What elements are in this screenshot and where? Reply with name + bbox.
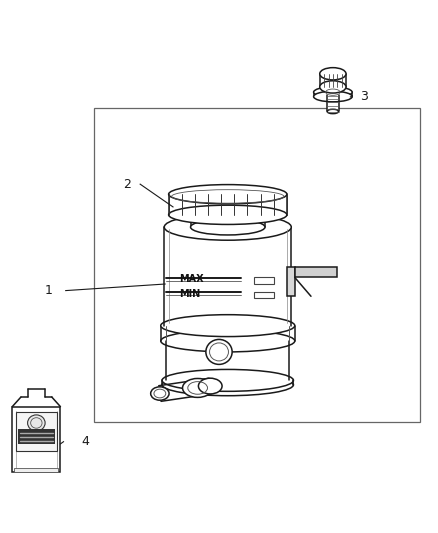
Ellipse shape — [191, 207, 265, 223]
Ellipse shape — [161, 330, 295, 352]
Ellipse shape — [28, 415, 45, 431]
Text: MIN: MIN — [180, 289, 201, 298]
Polygon shape — [295, 266, 337, 278]
Bar — [320, 74, 346, 87]
Ellipse shape — [198, 378, 222, 394]
Bar — [18, 429, 55, 444]
Ellipse shape — [151, 387, 169, 400]
Ellipse shape — [320, 81, 346, 93]
Ellipse shape — [161, 314, 295, 336]
Ellipse shape — [164, 214, 291, 240]
Bar — [169, 194, 287, 215]
Bar — [254, 278, 274, 284]
Text: MAX: MAX — [180, 274, 204, 284]
Ellipse shape — [191, 219, 265, 235]
Bar — [327, 95, 339, 113]
Bar — [12, 407, 60, 472]
Ellipse shape — [327, 109, 339, 114]
Ellipse shape — [206, 340, 232, 365]
Ellipse shape — [183, 378, 213, 398]
Ellipse shape — [314, 87, 352, 98]
Ellipse shape — [314, 91, 352, 102]
Text: 1: 1 — [44, 284, 52, 297]
Ellipse shape — [162, 369, 293, 391]
Bar — [164, 227, 291, 326]
Bar — [16, 412, 57, 451]
Text: 4: 4 — [81, 435, 89, 448]
Bar — [94, 108, 420, 422]
Ellipse shape — [169, 205, 287, 224]
Polygon shape — [287, 266, 295, 296]
Ellipse shape — [162, 374, 293, 395]
Text: 2: 2 — [123, 177, 131, 191]
Bar — [14, 468, 58, 472]
Ellipse shape — [320, 68, 346, 80]
Ellipse shape — [169, 184, 287, 204]
Text: 3: 3 — [360, 91, 368, 103]
Bar — [254, 292, 274, 298]
